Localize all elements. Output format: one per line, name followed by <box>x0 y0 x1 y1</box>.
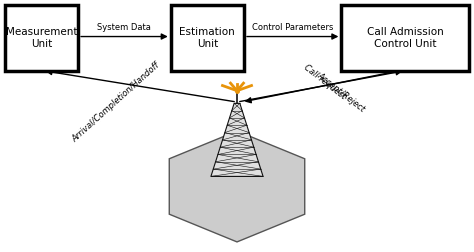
FancyBboxPatch shape <box>171 5 244 71</box>
Polygon shape <box>169 131 305 242</box>
Text: Control Parameters: Control Parameters <box>252 22 333 32</box>
Text: Accept/Reject: Accept/Reject <box>316 71 367 113</box>
FancyBboxPatch shape <box>5 5 78 71</box>
Text: System Data: System Data <box>97 22 151 32</box>
Polygon shape <box>211 103 263 176</box>
Text: Estimation
Unit: Estimation Unit <box>180 27 235 49</box>
Text: Arrival/Completion/Handoff: Arrival/Completion/Handoff <box>71 60 162 144</box>
Text: Measurement
Unit: Measurement Unit <box>6 27 77 49</box>
FancyBboxPatch shape <box>341 5 469 71</box>
Text: Call Admission
Control Unit: Call Admission Control Unit <box>367 27 444 49</box>
Text: Call request: Call request <box>302 63 347 101</box>
